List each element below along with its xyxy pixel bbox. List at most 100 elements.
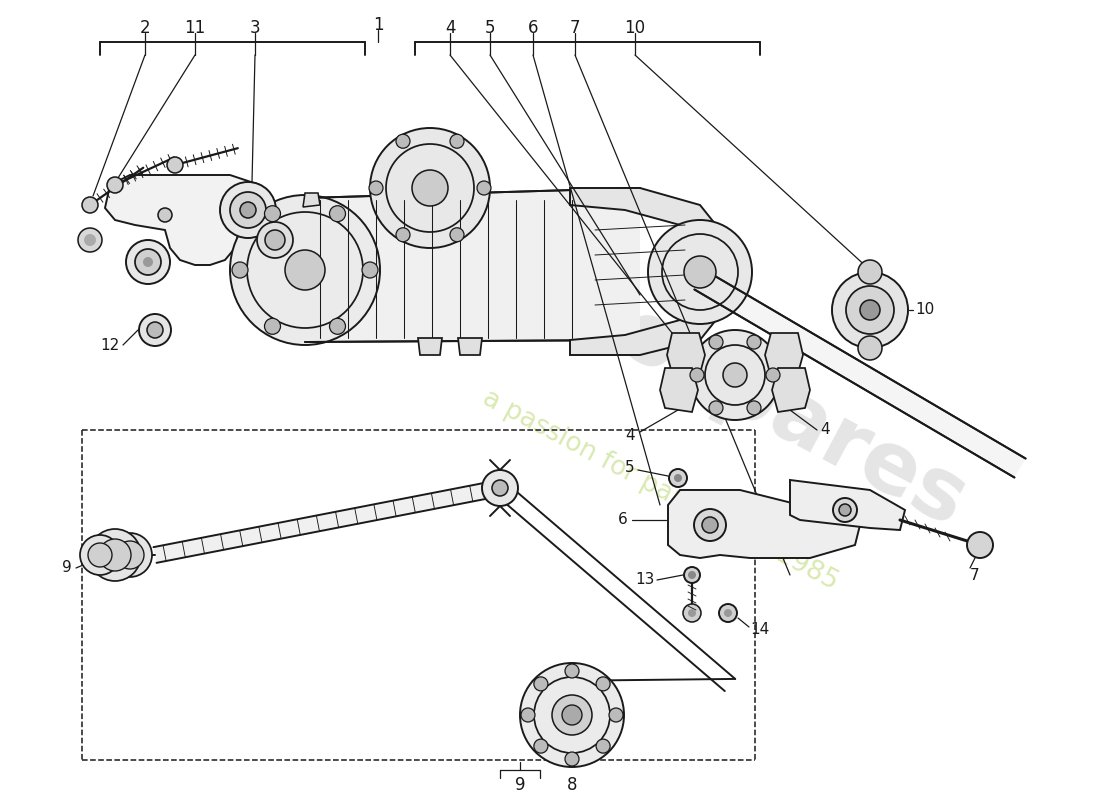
Text: eurospares: eurospares [460,215,980,545]
Text: 9: 9 [515,776,526,794]
Text: 6: 6 [618,513,628,527]
Circle shape [158,208,172,222]
Circle shape [88,543,112,567]
Circle shape [846,286,894,334]
Text: 11: 11 [185,19,206,37]
Circle shape [719,604,737,622]
Circle shape [683,604,701,622]
Circle shape [690,368,704,382]
Text: 1: 1 [373,16,383,34]
Circle shape [596,677,611,691]
Circle shape [285,250,324,290]
Circle shape [362,262,378,278]
Circle shape [264,206,280,222]
Text: 12: 12 [100,338,120,353]
Circle shape [143,257,153,267]
Text: 9: 9 [63,561,72,575]
Circle shape [562,705,582,725]
Text: 5: 5 [485,19,495,37]
Circle shape [596,739,611,753]
Circle shape [648,220,752,324]
Circle shape [694,509,726,541]
Circle shape [450,134,464,148]
Text: 7: 7 [570,19,581,37]
Polygon shape [570,188,721,355]
Circle shape [264,318,280,334]
Polygon shape [305,188,640,342]
Text: 5: 5 [626,461,635,475]
Circle shape [257,222,293,258]
Text: 6: 6 [528,19,538,37]
Circle shape [265,230,285,250]
Circle shape [688,609,696,617]
Circle shape [710,401,723,415]
Circle shape [84,234,96,246]
Circle shape [684,256,716,288]
Circle shape [482,470,518,506]
Circle shape [747,401,761,415]
Circle shape [396,228,410,242]
Circle shape [534,677,548,691]
Circle shape [833,498,857,522]
Circle shape [674,474,682,482]
Circle shape [135,249,161,275]
Circle shape [688,571,696,579]
Circle shape [858,260,882,284]
Circle shape [684,567,700,583]
Polygon shape [790,480,905,530]
Circle shape [80,535,120,575]
Text: 8: 8 [566,776,578,794]
Text: 2: 2 [140,19,151,37]
Circle shape [116,541,144,569]
Circle shape [167,157,183,173]
Circle shape [107,177,123,193]
Circle shape [139,314,170,346]
Circle shape [240,202,256,218]
Circle shape [230,195,380,345]
Circle shape [702,517,718,533]
Circle shape [565,752,579,766]
Circle shape [450,228,464,242]
Circle shape [690,330,780,420]
Circle shape [220,182,276,238]
Circle shape [108,533,152,577]
Circle shape [412,170,448,206]
Text: 4: 4 [820,422,829,438]
Circle shape [147,322,163,338]
Polygon shape [302,193,320,207]
Circle shape [723,363,747,387]
Text: 10: 10 [915,302,934,318]
Polygon shape [694,270,1025,478]
Circle shape [330,318,345,334]
Circle shape [477,181,491,195]
Circle shape [534,739,548,753]
Circle shape [370,128,490,248]
Polygon shape [154,480,502,563]
Circle shape [89,529,141,581]
Circle shape [724,609,732,617]
Circle shape [766,368,780,382]
Circle shape [232,262,248,278]
Polygon shape [660,368,698,412]
Circle shape [126,240,170,284]
Text: 14: 14 [750,622,769,638]
Circle shape [860,300,880,320]
Circle shape [368,181,383,195]
Circle shape [858,336,882,360]
Circle shape [521,708,535,722]
Circle shape [396,134,410,148]
Circle shape [78,228,102,252]
Circle shape [967,532,993,558]
Polygon shape [772,368,810,412]
Circle shape [565,664,579,678]
Circle shape [82,197,98,213]
Polygon shape [764,333,803,377]
Circle shape [330,206,345,222]
Polygon shape [458,338,482,355]
Circle shape [832,272,908,348]
Polygon shape [104,175,260,265]
Circle shape [669,469,688,487]
Text: 10: 10 [625,19,646,37]
Circle shape [552,695,592,735]
Text: 7: 7 [970,567,980,582]
